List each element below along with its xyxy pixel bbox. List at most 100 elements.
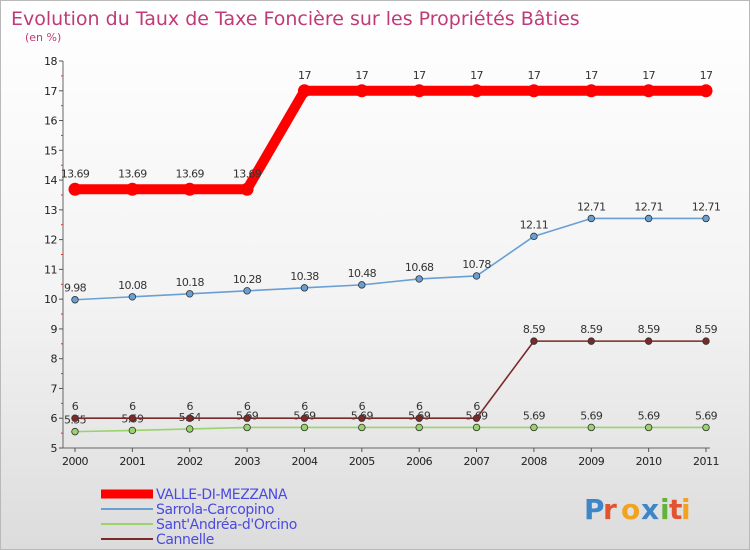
series-cannelle: 6 6 6 6 6 6 6 6 8.59 8.59 8.59 8.59 <box>71 323 718 422</box>
data-point <box>243 414 251 422</box>
data-label: 10.48 <box>348 267 377 280</box>
data-point <box>470 84 484 98</box>
y-tick-label: 17 <box>44 85 57 98</box>
data-label: 6 <box>244 400 251 413</box>
series-sarrola-carcopino: 9.98 10.08 10.18 10.28 10.38 10.48 10.68 10.78 1… <box>64 200 721 304</box>
data-label: 8.59 <box>638 323 661 336</box>
x-tick-label: 2008 <box>521 455 547 468</box>
data-label: 17 <box>298 69 311 82</box>
data-point <box>472 423 481 432</box>
data-point <box>186 290 194 298</box>
data-label: 13.69 <box>233 167 262 180</box>
data-label: 6 <box>473 400 480 413</box>
data-label: 5.69 <box>695 409 718 422</box>
data-point <box>300 414 309 422</box>
data-label: 6 <box>187 400 194 413</box>
data-label: 17 <box>470 69 483 82</box>
y-tick-label: 16 <box>44 115 57 128</box>
data-point <box>530 337 538 345</box>
data-label: 9.98 <box>64 282 87 295</box>
y-tick-label: 13 <box>44 204 57 217</box>
data-label: 17 <box>355 69 368 82</box>
data-label: 12.71 <box>577 200 606 213</box>
series-line <box>75 85 706 195</box>
data-point <box>358 414 366 422</box>
data-label: 5.69 <box>523 409 546 422</box>
data-label: 10.28 <box>233 273 262 286</box>
data-point <box>584 84 598 98</box>
legend-label: Cannelle <box>156 532 214 548</box>
data-point <box>71 427 79 436</box>
y-tick-label: 8 <box>51 353 58 366</box>
data-point <box>183 182 197 196</box>
data-point <box>472 272 481 280</box>
data-label: 17 <box>528 69 541 82</box>
data-point <box>355 84 369 98</box>
data-point <box>128 426 137 435</box>
data-point <box>702 214 710 223</box>
data-label: 10.78 <box>462 258 491 271</box>
logo-letter: o <box>621 493 640 526</box>
logo-letter: r <box>603 493 617 526</box>
data-label: 10.18 <box>175 276 204 289</box>
data-point <box>699 84 713 98</box>
data-point <box>71 296 79 304</box>
y-tick-label: 9 <box>51 323 58 336</box>
x-tick-label: 2000 <box>62 455 88 468</box>
chart-title: Evolution du Taux de Taxe Foncière sur l… <box>11 8 580 30</box>
data-label: 6 <box>301 400 308 413</box>
data-label: 10.68 <box>405 261 434 274</box>
data-point <box>243 287 251 295</box>
y-tick-label: 15 <box>44 144 57 157</box>
y-tick-label: 18 <box>44 55 57 68</box>
data-label: 6 <box>72 400 79 413</box>
data-point <box>128 414 137 422</box>
x-tick-label: 2011 <box>693 455 719 468</box>
proxiti-logo: Pr o x i ti <box>584 493 691 526</box>
x-tick-label: 2007 <box>464 455 490 468</box>
data-label: 5.69 <box>638 409 661 422</box>
data-label: 10.08 <box>118 279 147 292</box>
data-label: 13.69 <box>175 167 204 180</box>
data-point <box>68 182 82 196</box>
data-point <box>300 284 309 292</box>
data-point <box>243 423 251 432</box>
data-point <box>358 281 366 289</box>
data-point <box>415 414 423 422</box>
series-sant-andr-a-d-orcino: 5.555.595.645.695.695.695.695.695.695.69… <box>64 409 718 436</box>
series-line <box>74 426 706 433</box>
data-point <box>702 337 710 345</box>
data-point <box>644 214 653 223</box>
x-tick-label: 2004 <box>291 455 317 468</box>
series-line <box>74 217 706 301</box>
logo-letter: P <box>584 493 605 526</box>
x-tick-label: 2009 <box>578 455 604 468</box>
data-point <box>297 84 311 98</box>
data-point <box>415 423 423 432</box>
data-label: 12.11 <box>520 218 549 231</box>
data-label: 10.38 <box>290 270 319 283</box>
data-point <box>587 214 595 223</box>
y-tick-label: 14 <box>44 174 57 187</box>
x-tick-label: 2002 <box>177 455 203 468</box>
legend-label: VALLE-DI-MEZZANA <box>156 487 288 503</box>
data-point <box>300 423 309 432</box>
data-point <box>702 423 710 432</box>
data-point <box>644 337 653 345</box>
data-label: 8.59 <box>695 323 718 336</box>
data-label: 6 <box>359 400 366 413</box>
y-tick-label: 11 <box>44 263 57 276</box>
chart-subtitle: (en %) <box>25 31 61 44</box>
x-tick-label: 2005 <box>349 455 375 468</box>
data-point <box>527 84 541 98</box>
data-point <box>642 84 656 98</box>
data-point <box>128 293 137 301</box>
data-label: 12.71 <box>634 200 663 213</box>
y-tick-label: 6 <box>51 412 58 425</box>
data-point <box>530 232 538 241</box>
logo-letter: x <box>641 493 659 526</box>
legend-label: Sarrola-Carcopino <box>156 502 274 518</box>
data-label: 8.59 <box>523 323 546 336</box>
data-label: 17 <box>700 69 713 82</box>
